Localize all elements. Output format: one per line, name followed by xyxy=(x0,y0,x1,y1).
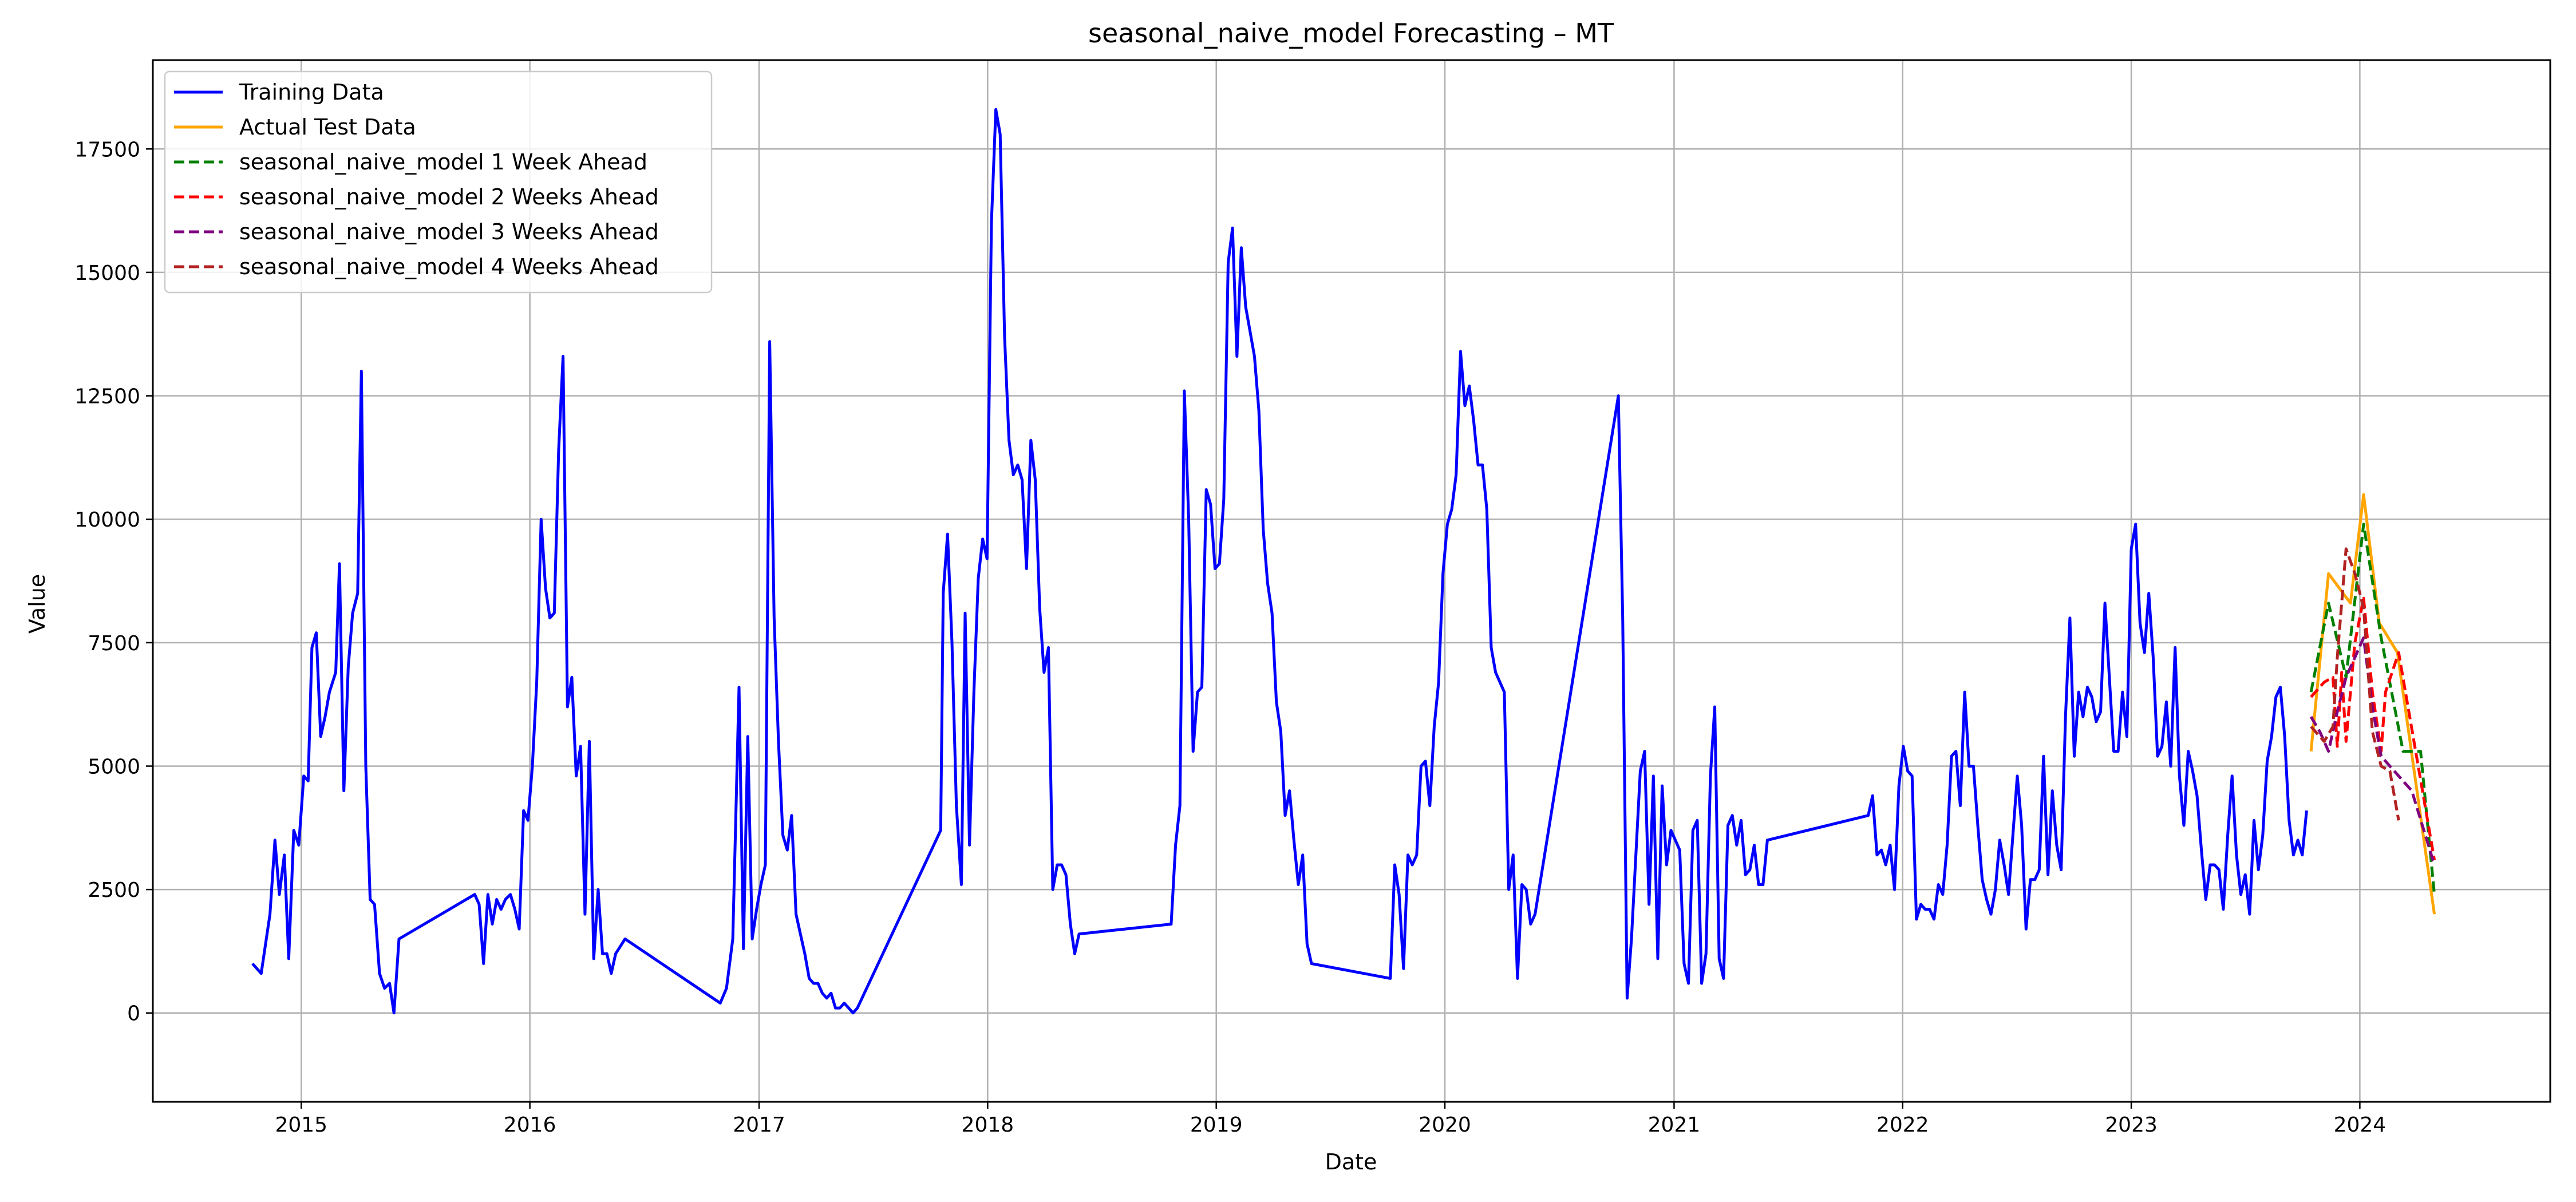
x-tick-label: 2023 xyxy=(2105,1113,2158,1137)
y-axis: 0 2500 5000 7500 10000 12500 15000 17500 xyxy=(74,138,153,1026)
series-line-4 xyxy=(2310,596,2436,860)
x-tick-label: 2016 xyxy=(504,1113,556,1137)
series-line-5 xyxy=(2309,636,2436,865)
y-tick-label: 12500 xyxy=(74,385,140,409)
x-tick-label: 2022 xyxy=(1876,1113,1929,1137)
series-layer xyxy=(251,108,2436,1015)
x-tick-label: 2017 xyxy=(733,1113,785,1137)
legend-label: seasonal_naive_model 4 Weeks Ahead xyxy=(239,254,659,279)
legend-frame xyxy=(164,70,713,294)
y-tick-label: 0 xyxy=(127,1002,140,1026)
y-tick-label: 7500 xyxy=(88,632,140,655)
y-tick-label: 5000 xyxy=(88,755,140,778)
series-line-6 xyxy=(2310,547,2400,821)
legend-label: Actual Test Data xyxy=(239,114,416,140)
y-tick-label: 2500 xyxy=(88,879,140,902)
plot-frame xyxy=(152,59,2551,1103)
legend-label: seasonal_naive_model 2 Weeks Ahead xyxy=(239,184,659,209)
x-axis-label: Date xyxy=(1325,1149,1377,1175)
legend-label: seasonal_naive_model 3 Weeks Ahead xyxy=(239,219,659,244)
x-tick-label: 2015 xyxy=(275,1113,327,1137)
series-line-3 xyxy=(2309,523,2436,895)
y-tick-label: 10000 xyxy=(74,508,140,532)
y-tick-label: 15000 xyxy=(74,262,140,285)
x-tick-label: 2018 xyxy=(962,1113,1014,1137)
legend: Training Data Actual Test Data seasonal_na… xyxy=(164,70,713,294)
x-tick-label: 2020 xyxy=(1419,1113,1471,1137)
x-tick-label: 2021 xyxy=(1648,1113,1701,1137)
series-line-1 xyxy=(251,108,2308,1015)
x-axis: 2015 2016 2017 2018 2019 2020 2021 2022 2023 2024 xyxy=(275,1102,2386,1137)
y-axis-label: Value xyxy=(25,574,50,634)
legend-label: seasonal_naive_model 1 Week Ahead xyxy=(239,149,647,175)
legend-label: Training Data xyxy=(239,80,384,105)
chart-title: seasonal_naive_model Forecasting – MT xyxy=(1088,18,1614,49)
y-tick-label: 17500 xyxy=(74,138,140,161)
gridlines xyxy=(153,60,2550,1102)
x-tick-label: 2024 xyxy=(2334,1113,2387,1137)
x-tick-label: 2019 xyxy=(1190,1113,1243,1137)
